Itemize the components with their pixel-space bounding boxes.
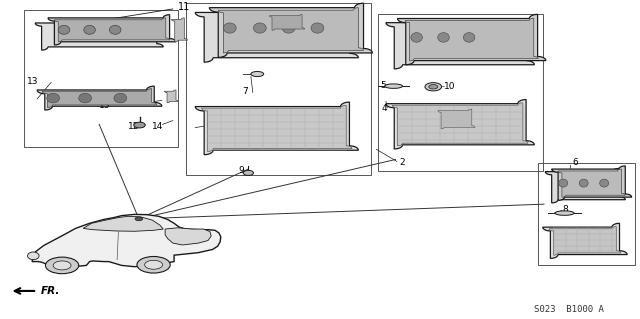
Circle shape xyxy=(135,217,143,221)
Polygon shape xyxy=(195,102,358,155)
Polygon shape xyxy=(386,100,534,149)
Text: 4: 4 xyxy=(381,104,387,113)
Polygon shape xyxy=(32,214,221,267)
Polygon shape xyxy=(269,14,305,30)
Ellipse shape xyxy=(84,26,95,34)
Ellipse shape xyxy=(385,84,403,88)
Polygon shape xyxy=(438,109,475,129)
Polygon shape xyxy=(549,226,621,255)
Text: 12: 12 xyxy=(128,122,140,130)
Polygon shape xyxy=(552,166,632,200)
Polygon shape xyxy=(218,8,364,53)
Polygon shape xyxy=(35,20,163,50)
Text: 6: 6 xyxy=(572,158,578,167)
Circle shape xyxy=(243,170,253,175)
Text: FR.: FR. xyxy=(40,286,60,296)
Polygon shape xyxy=(386,19,534,69)
Ellipse shape xyxy=(438,33,449,42)
Ellipse shape xyxy=(463,33,475,42)
Text: 8: 8 xyxy=(562,205,568,214)
Polygon shape xyxy=(164,90,179,103)
Polygon shape xyxy=(83,216,163,231)
Ellipse shape xyxy=(79,93,92,103)
Text: S023  B1000 A: S023 B1000 A xyxy=(534,305,604,314)
Text: 2: 2 xyxy=(399,158,405,167)
Polygon shape xyxy=(545,168,625,203)
Polygon shape xyxy=(405,18,538,61)
Text: 13: 13 xyxy=(27,77,38,86)
Circle shape xyxy=(45,257,79,274)
Ellipse shape xyxy=(555,211,574,215)
Ellipse shape xyxy=(411,33,422,42)
Polygon shape xyxy=(195,8,358,62)
Polygon shape xyxy=(37,86,162,110)
Polygon shape xyxy=(392,103,528,146)
Ellipse shape xyxy=(253,23,266,33)
Polygon shape xyxy=(558,169,625,197)
Ellipse shape xyxy=(28,252,39,260)
Text: 5: 5 xyxy=(380,81,386,90)
Ellipse shape xyxy=(579,179,588,187)
Polygon shape xyxy=(172,18,188,42)
Text: 10: 10 xyxy=(444,82,456,91)
Ellipse shape xyxy=(223,23,236,33)
Ellipse shape xyxy=(58,26,70,34)
Polygon shape xyxy=(202,105,352,152)
Circle shape xyxy=(425,83,442,91)
Text: 7: 7 xyxy=(242,87,248,96)
Ellipse shape xyxy=(311,23,324,33)
Polygon shape xyxy=(48,15,176,45)
Text: 1: 1 xyxy=(284,44,290,55)
Ellipse shape xyxy=(282,23,295,33)
Polygon shape xyxy=(209,3,372,57)
Ellipse shape xyxy=(600,179,609,187)
Ellipse shape xyxy=(251,71,264,77)
Polygon shape xyxy=(397,14,546,65)
Circle shape xyxy=(145,260,163,269)
Polygon shape xyxy=(165,228,211,245)
Text: 14: 14 xyxy=(152,122,164,130)
Ellipse shape xyxy=(559,179,568,187)
Circle shape xyxy=(429,85,438,89)
Ellipse shape xyxy=(114,93,127,103)
Circle shape xyxy=(137,256,170,273)
Text: 13: 13 xyxy=(99,101,111,110)
Circle shape xyxy=(134,122,145,128)
Polygon shape xyxy=(543,223,627,258)
Text: 9: 9 xyxy=(238,166,244,175)
Ellipse shape xyxy=(109,26,121,34)
Circle shape xyxy=(53,261,71,270)
Text: 3: 3 xyxy=(248,114,254,122)
Text: 11: 11 xyxy=(178,2,190,12)
Polygon shape xyxy=(54,18,170,42)
Ellipse shape xyxy=(47,93,60,103)
Polygon shape xyxy=(42,89,157,108)
